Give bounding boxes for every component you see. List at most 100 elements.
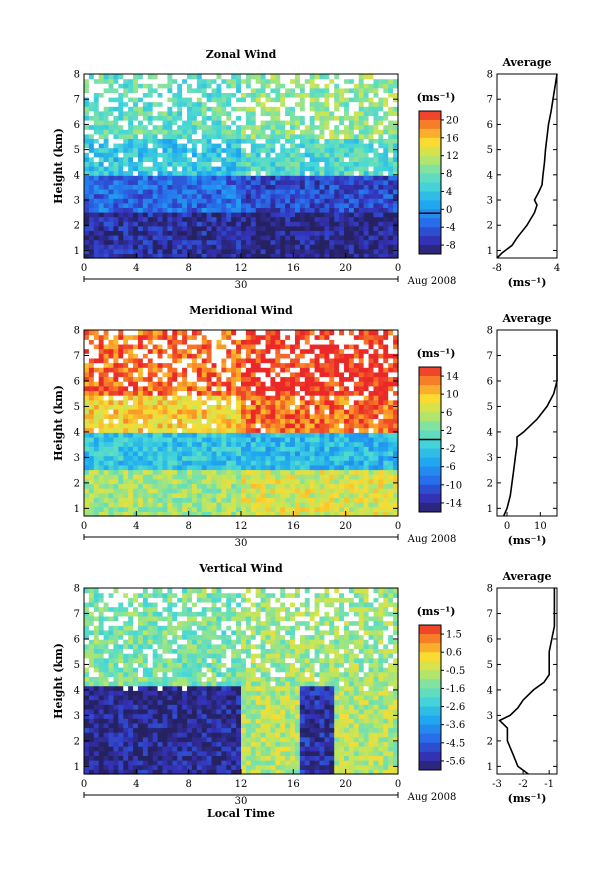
heatmap-cell [137, 143, 144, 149]
heatmap-cell [393, 156, 399, 162]
heatmap-cell [206, 474, 213, 480]
heatmap-cell [142, 483, 149, 489]
heatmap-cell [191, 371, 198, 378]
heatmap-cell [191, 385, 198, 392]
heatmap-cell [294, 357, 301, 364]
heatmap-cell [162, 432, 169, 438]
heatmap-cell [196, 432, 203, 438]
heatmap-cell [275, 138, 281, 144]
heatmap-cell [182, 239, 188, 245]
colorbar-tick-label: -4 [446, 223, 456, 234]
heatmap-cell [304, 432, 311, 438]
heatmap-cell [299, 418, 306, 424]
heatmap-cell [191, 78, 198, 84]
heatmap-cell [118, 399, 124, 405]
heatmap-cell [260, 83, 267, 89]
heatmap-cell [157, 474, 164, 480]
heatmap-cell [309, 497, 316, 503]
heatmap-cell [304, 170, 311, 176]
heatmap-cell [152, 427, 159, 433]
heatmap-cell [93, 207, 100, 213]
heatmap-cell [211, 143, 218, 149]
heatmap-cell [157, 138, 164, 144]
heatmap-cell [118, 87, 124, 93]
heatmap-cell [250, 371, 257, 378]
heatmap-cell [236, 348, 242, 354]
heatmap-cell [142, 147, 149, 153]
heatmap-cell [309, 367, 316, 373]
heatmap-cell [182, 330, 188, 336]
heatmap-cell [182, 143, 188, 149]
heatmap-cell [319, 497, 326, 503]
heatmap-cell [196, 170, 203, 176]
heatmap-cell [285, 446, 291, 452]
heatmap-cell [304, 156, 311, 162]
heatmap-cell [290, 395, 296, 401]
heatmap-cell [260, 244, 267, 250]
heatmap-cell [363, 432, 370, 438]
heatmap-cell [236, 427, 242, 433]
heatmap-cell [275, 362, 281, 368]
heatmap-cell [123, 166, 129, 172]
heatmap-cell [294, 413, 301, 419]
heatmap-cell [319, 87, 326, 93]
heatmap-cell [299, 129, 306, 135]
heatmap-cell [123, 175, 129, 181]
heatmap-cell [344, 179, 350, 185]
heatmap-cell [93, 436, 100, 443]
heatmap-cell [216, 390, 222, 396]
heatmap-cell [88, 143, 95, 149]
heatmap-cell [201, 427, 208, 433]
heatmap-cell [196, 339, 203, 345]
heatmap-cell [304, 74, 311, 80]
heatmap-cell [236, 225, 242, 231]
heatmap-cell [378, 216, 384, 222]
heatmap-cell [270, 156, 276, 162]
heatmap-cell [344, 225, 350, 231]
heatmap-cell [280, 413, 286, 419]
heatmap-cell [196, 478, 203, 485]
heatmap-cell [221, 221, 227, 227]
heatmap-cell [324, 492, 330, 498]
heatmap-cell [344, 248, 350, 254]
heatmap-cell [172, 441, 178, 447]
heatmap-cell [255, 348, 262, 354]
heatmap-cell [275, 110, 281, 116]
heatmap-cell [344, 395, 350, 401]
heatmap-cell [211, 83, 218, 89]
heatmap-cell [314, 184, 321, 190]
heatmap-cell [177, 464, 183, 471]
heatmap-cell [133, 483, 139, 489]
heatmap-cell [231, 138, 237, 144]
heatmap-cell [231, 129, 237, 135]
heatmap-cell [162, 413, 169, 419]
heatmap-cell [388, 156, 394, 162]
heatmap-cell [260, 207, 267, 213]
heatmap-cell [88, 427, 95, 433]
heatmap-cell [98, 395, 105, 401]
heatmap-cell [255, 189, 262, 195]
heatmap-cell [319, 138, 326, 144]
heatmap-cell [363, 207, 370, 213]
heatmap-cell [348, 133, 355, 139]
heatmap-cell [177, 87, 183, 93]
heatmap-cell [250, 427, 257, 433]
heatmap-cell [152, 106, 159, 112]
heatmap-cell [304, 87, 311, 93]
heatmap-cell [162, 502, 169, 508]
heatmap-cell [319, 427, 326, 433]
heatmap-cell [128, 483, 134, 489]
heatmap-cell [275, 147, 281, 153]
heatmap-cell [378, 143, 384, 149]
heatmap-cell [255, 460, 262, 466]
heatmap-cell [260, 179, 267, 185]
heatmap-cell [270, 101, 276, 107]
heatmap-cell [162, 455, 169, 461]
heatmap-cell [285, 115, 291, 121]
heatmap-cell [358, 348, 365, 354]
heatmap-cell [334, 413, 340, 419]
heatmap-cell [348, 230, 355, 236]
heatmap-cell [187, 376, 193, 382]
heatmap-cell [324, 441, 330, 447]
heatmap-cell [137, 239, 144, 245]
